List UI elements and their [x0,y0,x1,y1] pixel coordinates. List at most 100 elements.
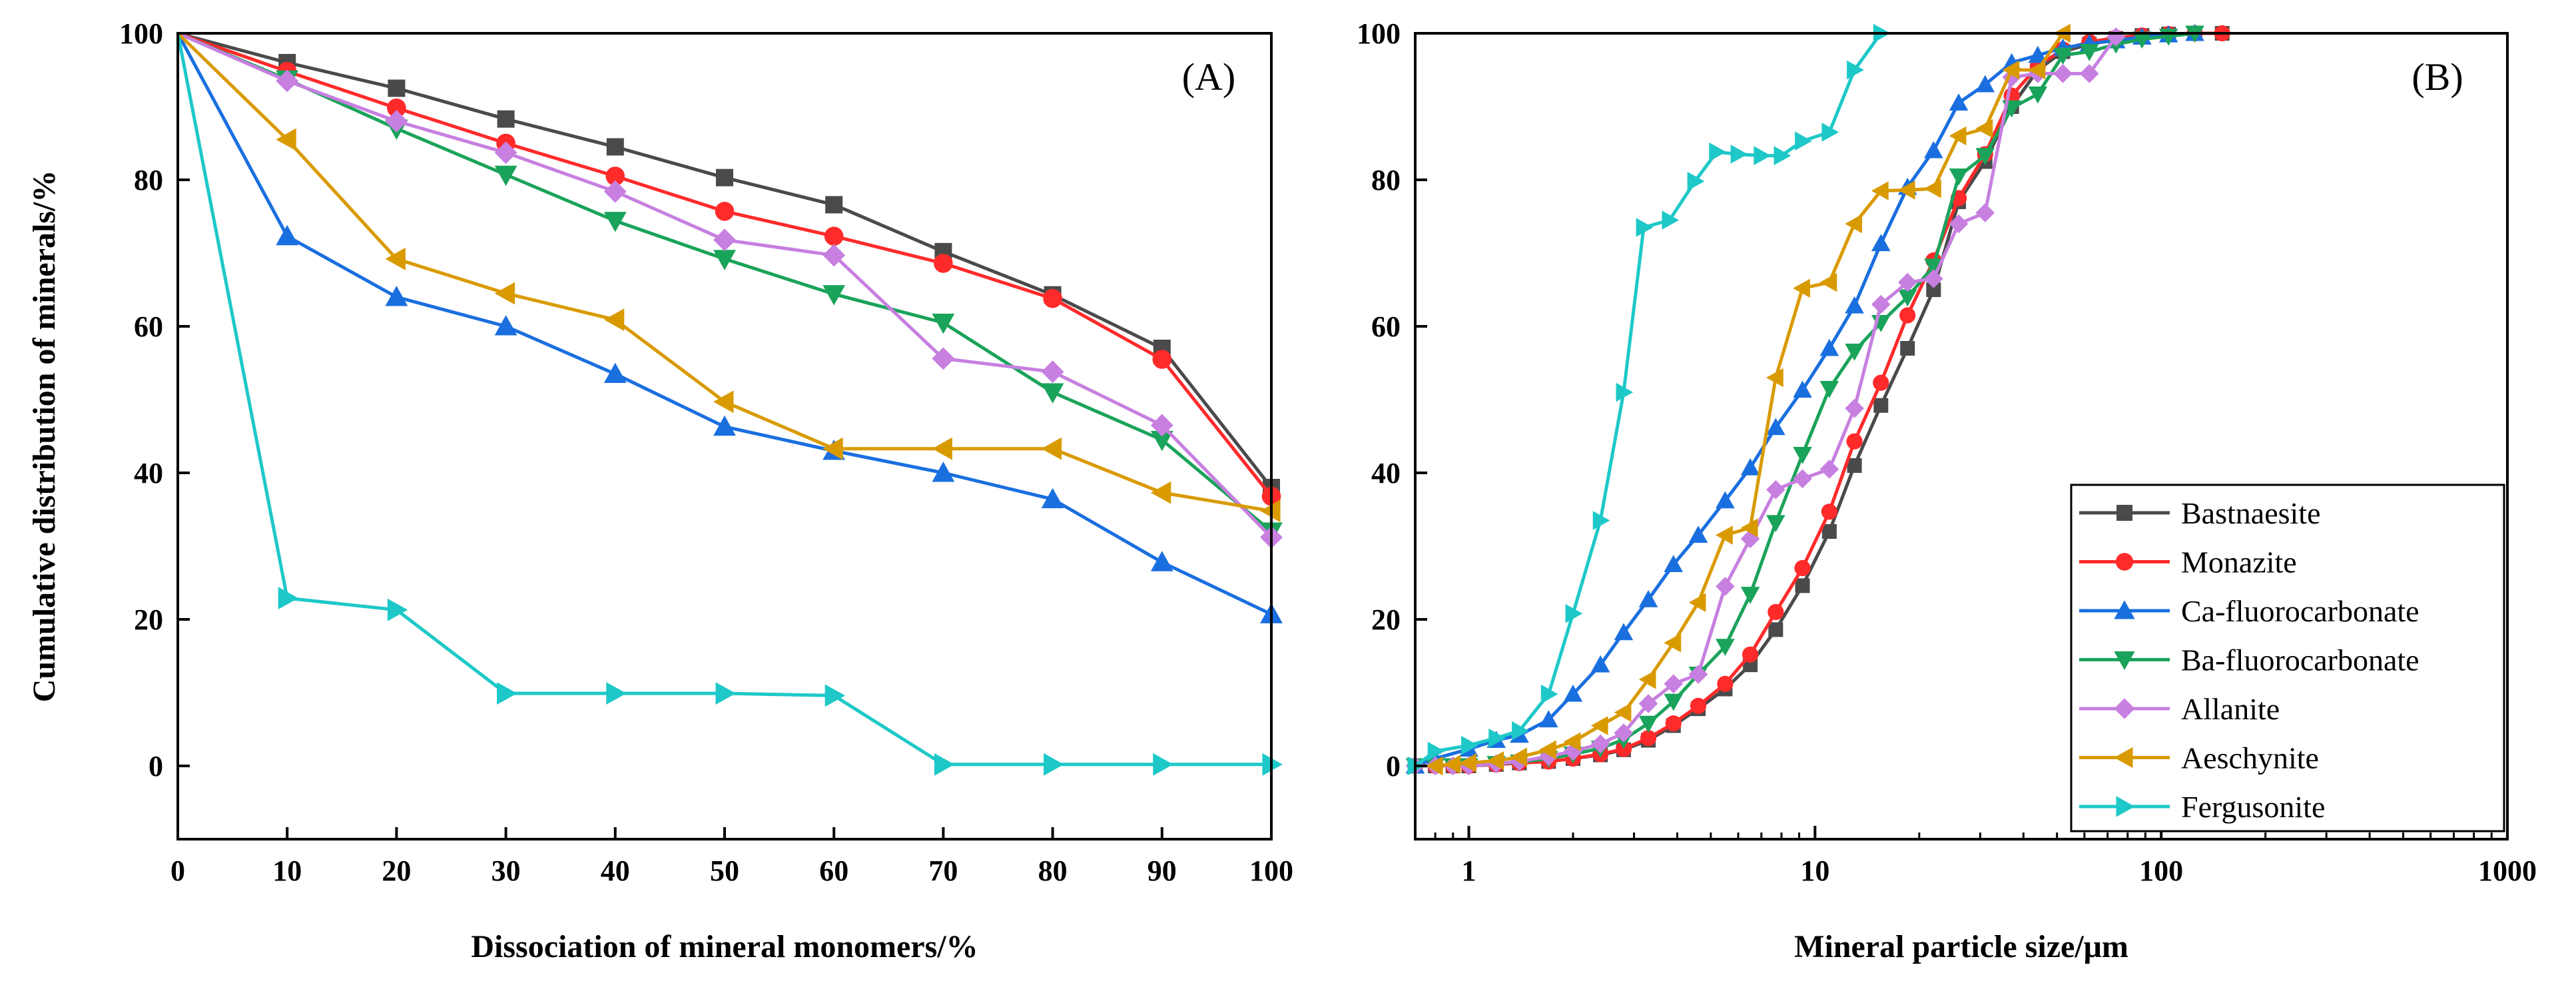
data-point [1486,751,1504,771]
data-point [1150,551,1173,571]
panel-a-x-axis-title: Dissociation of mineral monomers/% [471,929,978,964]
data-point [1845,214,1863,234]
data-point [1690,697,1707,714]
legend-marker [2114,651,2135,671]
data-point [1794,559,1811,577]
data-point [1664,555,1684,572]
x-tick-label: 0 [170,854,185,887]
data-point [1150,430,1173,452]
data-point [1819,272,1837,292]
y-tick-label: 40 [1371,457,1401,490]
data-point [1614,723,1634,743]
data-point [1821,123,1839,142]
data-point [932,437,952,460]
data-point [497,110,515,128]
series-fergusonite [176,33,1283,776]
y-tick-label: 20 [1371,603,1401,636]
data-point [1716,639,1735,656]
data-point [1926,282,1941,297]
data-point [1614,703,1632,722]
x-tick-label: 10 [1800,854,1829,887]
data-point [387,598,408,621]
data-point [1427,741,1445,761]
data-point [1975,75,1995,93]
data-point [1924,141,1943,159]
legend-label: Ba-fluorocarbonate [2181,643,2419,677]
data-point [1461,735,1478,755]
y-tick-label: 60 [1371,310,1401,343]
data-point [1688,665,1708,684]
data-point [1846,433,1863,450]
x-tick-label: 30 [491,854,521,887]
data-point [2132,31,2152,49]
data-point [1766,480,1785,499]
data-point [1793,380,1812,398]
panel-b-x-axis-title: Mineral particle size/μm [1794,929,2128,964]
legend-marker [2116,796,2135,817]
y-tick-label: 0 [149,750,163,783]
panel-a-plot [176,31,1283,776]
data-point [1795,578,1810,593]
data-point [1540,684,1558,704]
data-point [715,202,735,221]
data-point [276,69,299,93]
legend-entry-aeschynite: Aeschynite [2079,741,2319,775]
data-point [1664,693,1684,711]
data-point [1614,623,1634,641]
data-point [603,362,627,384]
data-point [2028,60,2046,80]
data-point [1563,732,1581,751]
data-point [932,462,955,482]
data-point [1766,368,1783,388]
data-point [1975,148,1995,165]
series-aeschynite [1425,23,2071,776]
data-point [824,226,844,246]
data-point [1924,178,1941,198]
data-point [1819,338,1839,356]
data-point [1662,210,1680,230]
y-tick-label: 80 [134,164,163,196]
data-point [1742,646,1759,663]
data-point [1539,710,1558,728]
y-tick-label: 20 [134,603,163,636]
panel-a-y-ticks: 0 20 40 60 80 100 [119,17,190,783]
data-point [1975,203,1995,222]
legend-label: Aeschynite [2181,741,2319,775]
data-point [2053,64,2073,83]
data-point [1590,716,1608,735]
data-point [1512,721,1529,741]
data-point [1975,119,1993,139]
data-point [1819,381,1839,398]
data-point [1041,383,1064,404]
x-tick-label: 90 [1147,854,1177,887]
x-tick-label: 10 [272,854,302,887]
legend-label: Bastnaesite [2181,496,2321,530]
data-point [2079,44,2099,61]
data-point [606,682,627,705]
series-fergusonite [1407,23,1891,776]
data-point [603,212,627,232]
panel-a-x-ticks: 0 10 20 30 40 50 60 70 80 90 100 [170,827,1293,887]
data-point [603,180,627,203]
panel-b-label: (B) [2412,55,2463,99]
data-point [1766,418,1785,436]
legend-label: Ca-fluorocarbonate [2181,594,2419,628]
data-point [713,228,736,252]
data-point [934,254,953,273]
data-point [1873,398,1889,413]
data-point [1897,289,1917,307]
data-point [278,587,299,609]
data-point [1590,734,1610,754]
x-tick-label: 40 [601,854,630,887]
series-ca-fluorocarbonate [176,32,1283,623]
data-point [1793,447,1812,464]
data-point [1897,180,1915,200]
series-allanite [177,31,1283,549]
data-point [1563,684,1583,702]
data-point [1768,603,1784,621]
data-point [1488,728,1506,748]
x-tick-label: 1 [1462,854,1476,887]
data-point [1539,740,1556,760]
x-tick-label: 1000 [2478,854,2537,887]
data-point [932,313,955,334]
